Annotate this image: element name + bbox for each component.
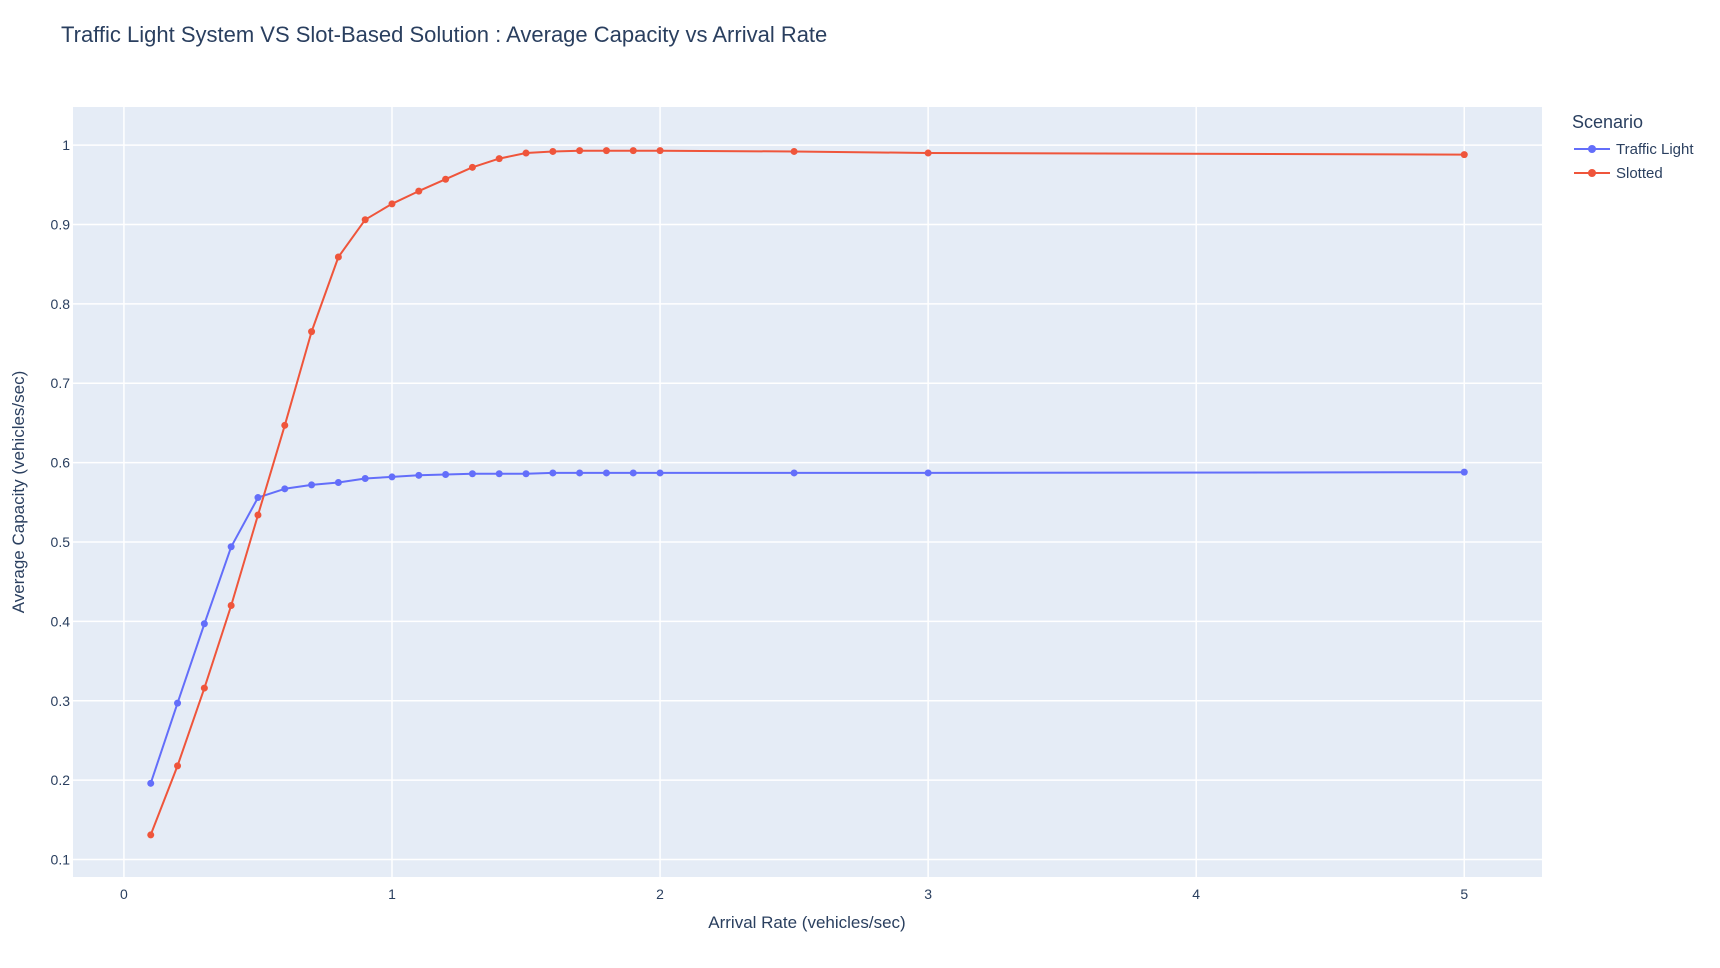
data-point-slotted[interactable]	[361, 216, 369, 224]
data-point-slotted[interactable]	[656, 147, 664, 155]
legend-dot-traffic-light	[1588, 145, 1596, 153]
data-point-traffic-light[interactable]	[468, 470, 476, 478]
data-point-slotted[interactable]	[549, 147, 557, 155]
y-tick-label: 0.1	[51, 852, 71, 868]
x-tick-label: 0	[120, 886, 128, 902]
data-point-slotted[interactable]	[415, 187, 423, 195]
data-point-slotted[interactable]	[576, 147, 584, 155]
data-point-traffic-light[interactable]	[549, 469, 557, 477]
data-point-traffic-light[interactable]	[200, 620, 208, 628]
data-point-slotted[interactable]	[924, 149, 932, 157]
data-point-slotted[interactable]	[200, 684, 208, 692]
data-point-slotted[interactable]	[1460, 151, 1468, 159]
y-tick-label: 0.5	[51, 534, 71, 550]
legend-label-slotted: Slotted	[1616, 164, 1663, 182]
chart-title: Traffic Light System VS Slot-Based Solut…	[61, 22, 828, 47]
data-point-slotted[interactable]	[602, 147, 610, 155]
data-point-traffic-light[interactable]	[388, 473, 396, 481]
data-point-traffic-light[interactable]	[308, 481, 316, 489]
x-tick-label: 4	[1192, 886, 1200, 902]
x-axis-label: Arrival Rate (vehicles/sec)	[708, 913, 905, 932]
legend-item-slotted[interactable]: Slotted	[1572, 161, 1694, 185]
data-point-traffic-light[interactable]	[1460, 468, 1468, 476]
data-point-slotted[interactable]	[495, 155, 503, 163]
data-point-traffic-light[interactable]	[495, 470, 503, 478]
y-tick-label: 0.2	[51, 772, 71, 788]
grid-lines	[73, 107, 1542, 877]
y-axis-label: Average Capacity (vehicles/sec)	[9, 371, 28, 614]
data-point-slotted[interactable]	[308, 328, 316, 336]
data-point-traffic-light[interactable]	[602, 469, 610, 477]
y-tick-label: 0.6	[51, 455, 71, 471]
data-point-traffic-light[interactable]	[629, 469, 637, 477]
data-point-slotted[interactable]	[281, 421, 289, 429]
legend-label-traffic-light: Traffic Light	[1616, 140, 1694, 158]
data-point-traffic-light[interactable]	[227, 543, 235, 551]
data-point-traffic-light[interactable]	[522, 470, 530, 478]
data-point-slotted[interactable]	[334, 253, 342, 261]
legend-swatch-traffic-light	[1572, 142, 1612, 156]
data-point-traffic-light[interactable]	[576, 469, 584, 477]
data-point-slotted[interactable]	[388, 200, 396, 208]
legend-title: Scenario	[1572, 112, 1644, 132]
y-tick-label: 0.9	[51, 216, 71, 232]
data-point-traffic-light[interactable]	[254, 494, 262, 502]
data-point-traffic-light[interactable]	[281, 485, 289, 493]
y-tick-label: 0.7	[51, 375, 71, 391]
data-point-slotted[interactable]	[254, 511, 262, 519]
data-point-traffic-light[interactable]	[442, 471, 450, 479]
legend: Scenario Traffic Light Slotted	[1572, 112, 1694, 185]
data-point-slotted[interactable]	[522, 149, 530, 157]
plot-area-background	[73, 107, 1542, 877]
data-point-traffic-light[interactable]	[924, 469, 932, 477]
legend-swatch-slotted	[1572, 166, 1612, 180]
x-tick-label: 1	[388, 886, 396, 902]
data-point-slotted[interactable]	[468, 163, 476, 171]
y-tick-label: 0.3	[51, 693, 71, 709]
data-point-slotted[interactable]	[147, 831, 155, 839]
y-tick-label: 0.8	[51, 296, 71, 312]
data-point-traffic-light[interactable]	[334, 478, 342, 486]
legend-dot-slotted	[1588, 169, 1596, 177]
data-point-traffic-light[interactable]	[656, 469, 664, 477]
x-tick-label: 3	[924, 886, 932, 902]
x-tick-label: 5	[1460, 886, 1468, 902]
y-tick-label: 1	[62, 137, 70, 153]
data-point-slotted[interactable]	[227, 602, 235, 610]
data-point-slotted[interactable]	[442, 175, 450, 183]
data-point-traffic-light[interactable]	[147, 779, 155, 787]
data-point-traffic-light[interactable]	[790, 469, 798, 477]
y-tick-label: 0.4	[51, 613, 71, 629]
tick-labels: 0 1 2 3 4 5 0.1 0.2 0.3 0.4 0.5 0.6 0.7 0.8 0.9 1	[51, 137, 1469, 902]
data-point-slotted[interactable]	[629, 147, 637, 155]
series-layer	[147, 147, 1468, 839]
data-point-slotted[interactable]	[174, 762, 182, 770]
data-point-traffic-light[interactable]	[174, 699, 182, 707]
data-point-slotted[interactable]	[790, 147, 798, 155]
data-point-traffic-light[interactable]	[415, 471, 423, 479]
legend-item-traffic-light[interactable]: Traffic Light	[1572, 137, 1694, 161]
x-tick-label: 2	[656, 886, 664, 902]
data-point-traffic-light[interactable]	[361, 475, 369, 483]
